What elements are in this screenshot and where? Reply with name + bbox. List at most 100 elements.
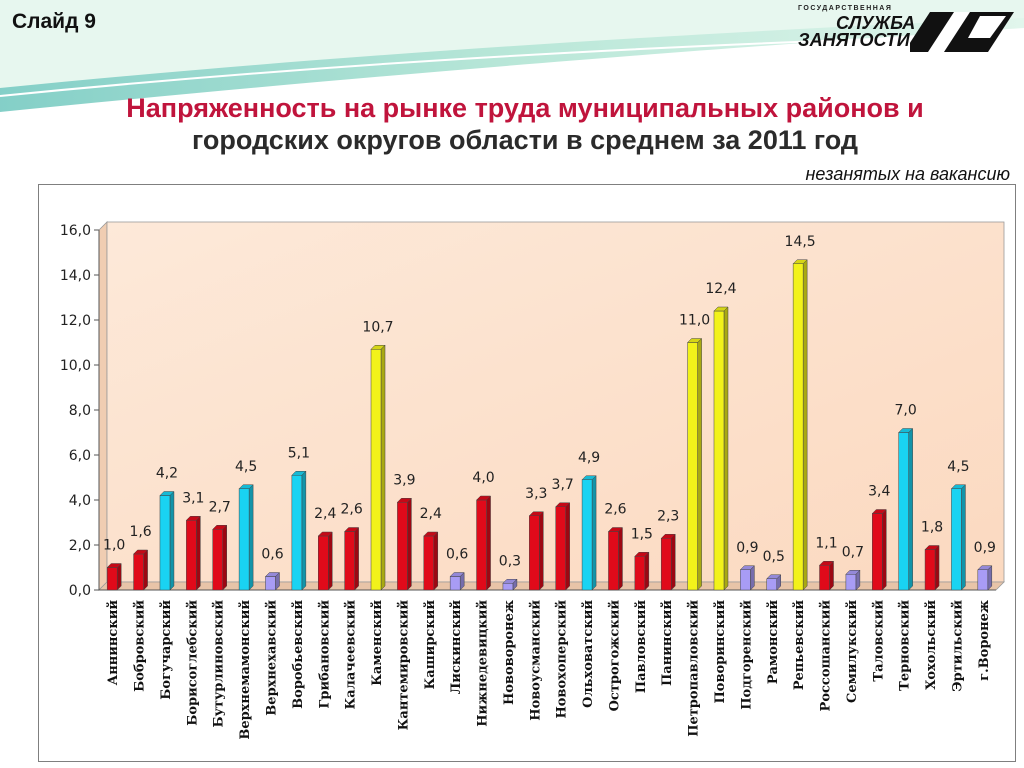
bar-top — [264, 572, 281, 577]
value-label: 1,6 — [129, 524, 151, 540]
value-label: 12,4 — [705, 281, 736, 297]
bar-top — [845, 570, 861, 575]
value-label: 4,5 — [947, 459, 969, 475]
bar-front — [370, 349, 382, 591]
value-label: 3,3 — [525, 486, 547, 502]
bar-16 — [502, 578, 518, 591]
bar-front — [159, 495, 171, 591]
bar-side — [380, 344, 386, 591]
bar-top — [660, 534, 676, 539]
bar-chart: 0,0 2,0 4,0 6,0 8,0 10,0 12,0 14,0 16,0 1,01,6 4,… — [60, 221, 1005, 740]
category-label: Панинский — [660, 600, 675, 686]
title-line-1: Напряженность на рынке труда муниципальн… — [126, 93, 924, 123]
bar-side — [433, 531, 439, 591]
bar-34 — [977, 565, 993, 591]
y-tick-label: 10,0 — [60, 358, 91, 374]
bar-top — [475, 495, 492, 501]
title-line-2: городских округов области в среднем за 2… — [191, 125, 859, 155]
value-label: 2,3 — [657, 508, 679, 524]
bar-top — [766, 574, 782, 579]
category-label: г.Воронеж — [977, 600, 992, 681]
category-label: Эртильский — [950, 600, 965, 692]
bar-front — [476, 499, 487, 591]
category-label: Рамонский — [766, 600, 781, 685]
bar-side — [248, 484, 254, 591]
employment-service-logo: ГОСУДАРСТВЕННАЯ СЛУЖБА ЗАНЯТОСТИ — [790, 2, 1022, 60]
bar-top — [132, 549, 149, 555]
bar-front — [977, 569, 989, 591]
category-label: Каменский — [370, 600, 385, 686]
bar-9 — [317, 531, 333, 591]
category-label: Ольховатский — [581, 600, 596, 708]
logo-emblem-icon — [910, 12, 1014, 52]
bar-top — [898, 428, 914, 433]
value-label: 0,6 — [261, 547, 283, 563]
bar-top — [555, 502, 571, 507]
value-label: 1,1 — [815, 535, 837, 551]
bar-top — [977, 565, 993, 570]
value-label: 10,7 — [362, 319, 393, 335]
bar-top — [159, 491, 175, 496]
value-label: 1,8 — [921, 520, 943, 536]
plot-floor — [98, 581, 1005, 591]
plot-background — [98, 221, 1005, 591]
logo-line-2: СЛУЖБА — [836, 13, 916, 33]
value-label: 7,0 — [895, 403, 917, 419]
bar-front — [792, 263, 804, 591]
bar-top — [581, 475, 597, 480]
value-label: 4,9 — [578, 450, 600, 466]
category-label: Бутурлиновский — [212, 600, 227, 728]
bar-side — [934, 544, 940, 591]
bar-top — [212, 525, 228, 530]
bar-top — [423, 531, 439, 537]
bar-side — [407, 497, 412, 591]
bar-front — [951, 488, 962, 591]
value-label: 5,1 — [288, 445, 310, 461]
bar-side — [354, 526, 359, 591]
bar-front — [186, 520, 197, 591]
bar-top — [291, 471, 307, 476]
value-label: 0,3 — [499, 553, 521, 569]
category-label: Кантемировский — [396, 600, 411, 731]
bar-side — [697, 337, 702, 591]
bar-25 — [739, 565, 755, 591]
bar-front — [898, 432, 909, 591]
bar-1 — [106, 562, 122, 591]
bar-front — [291, 475, 303, 591]
bar-top — [739, 565, 755, 570]
bar-top — [950, 484, 967, 489]
value-label: 0,9 — [974, 540, 996, 556]
bar-side — [644, 551, 650, 591]
bar-23 — [686, 337, 703, 591]
bar-17 — [528, 511, 544, 591]
bar-front — [581, 479, 593, 591]
value-label: 2,4 — [420, 506, 442, 522]
value-label: 3,9 — [393, 472, 415, 488]
category-label: Острогожский — [607, 600, 622, 712]
value-label: 4,5 — [235, 459, 257, 475]
y-tick-label: 2,0 — [69, 538, 91, 554]
bar-4 — [185, 515, 201, 591]
bar-front — [423, 535, 435, 591]
bar-side — [961, 484, 966, 591]
bar-front — [529, 515, 540, 591]
bar-top — [370, 345, 386, 350]
bar-top — [502, 579, 518, 584]
bar-side — [618, 526, 623, 591]
category-label: Терновский — [898, 600, 913, 691]
bar-30 — [871, 508, 887, 591]
bar-top — [686, 338, 703, 343]
y-tick-label: 8,0 — [69, 403, 91, 419]
bar-front — [845, 574, 857, 591]
category-label: Лискинский — [449, 600, 464, 695]
y-axis: 0,0 2,0 4,0 6,0 8,0 10,0 12,0 14,0 16,0 — [60, 223, 996, 599]
category-label: Репьевский — [792, 600, 807, 691]
bar-side — [143, 549, 148, 591]
bar-side — [222, 524, 227, 591]
bar-side — [670, 533, 676, 591]
bar-8 — [291, 470, 307, 591]
bar-20 — [607, 526, 624, 591]
bar-14 — [449, 571, 465, 591]
y-tick-label: 0,0 — [69, 583, 91, 599]
bar-side — [116, 562, 122, 591]
